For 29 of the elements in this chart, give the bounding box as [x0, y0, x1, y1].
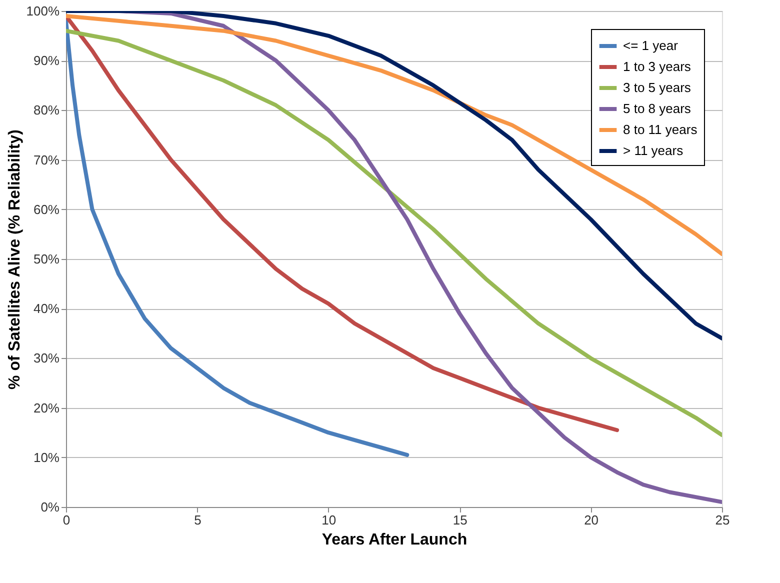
- y-tick-label: 10%: [33, 450, 60, 465]
- legend-label: 3 to 5 years: [623, 80, 692, 95]
- y-tick-label: 90%: [33, 53, 60, 68]
- y-tick-label: 30%: [33, 350, 60, 366]
- y-tick-label: 70%: [33, 152, 60, 168]
- y-tick-label: 100%: [26, 4, 60, 18]
- x-tick-label: 25: [715, 512, 730, 528]
- legend-label: <= 1 year: [623, 38, 679, 53]
- y-tick-label: 20%: [33, 400, 60, 416]
- legend-label: 1 to 3 years: [623, 59, 692, 74]
- y-axis-title: % of Satellites Alive (% Reliability): [6, 130, 24, 390]
- line-series: [66, 28, 722, 438]
- x-tick-label: 5: [194, 512, 202, 528]
- x-tick-label: 20: [584, 512, 599, 528]
- y-tick-label: 0%: [40, 500, 60, 514]
- legend-label: 5 to 8 years: [623, 101, 692, 116]
- line-series: [66, 18, 410, 457]
- y-tick-label: 40%: [33, 301, 60, 316]
- x-tick-label: 15: [452, 512, 468, 528]
- y-tick-label: 60%: [33, 202, 60, 217]
- line-series: [66, 14, 722, 256]
- legend-label: 8 to 11 years: [623, 122, 698, 137]
- y-tick-label: 50%: [33, 252, 60, 266]
- x-tick-label: 10: [322, 512, 336, 528]
- x-axis-title: Years After Launch: [322, 532, 468, 548]
- legend-label: > 11 years: [623, 143, 684, 158]
- x-tick-label: 0: [62, 512, 70, 528]
- y-tick-label: 80%: [33, 102, 60, 118]
- line-series: [66, 11, 722, 340]
